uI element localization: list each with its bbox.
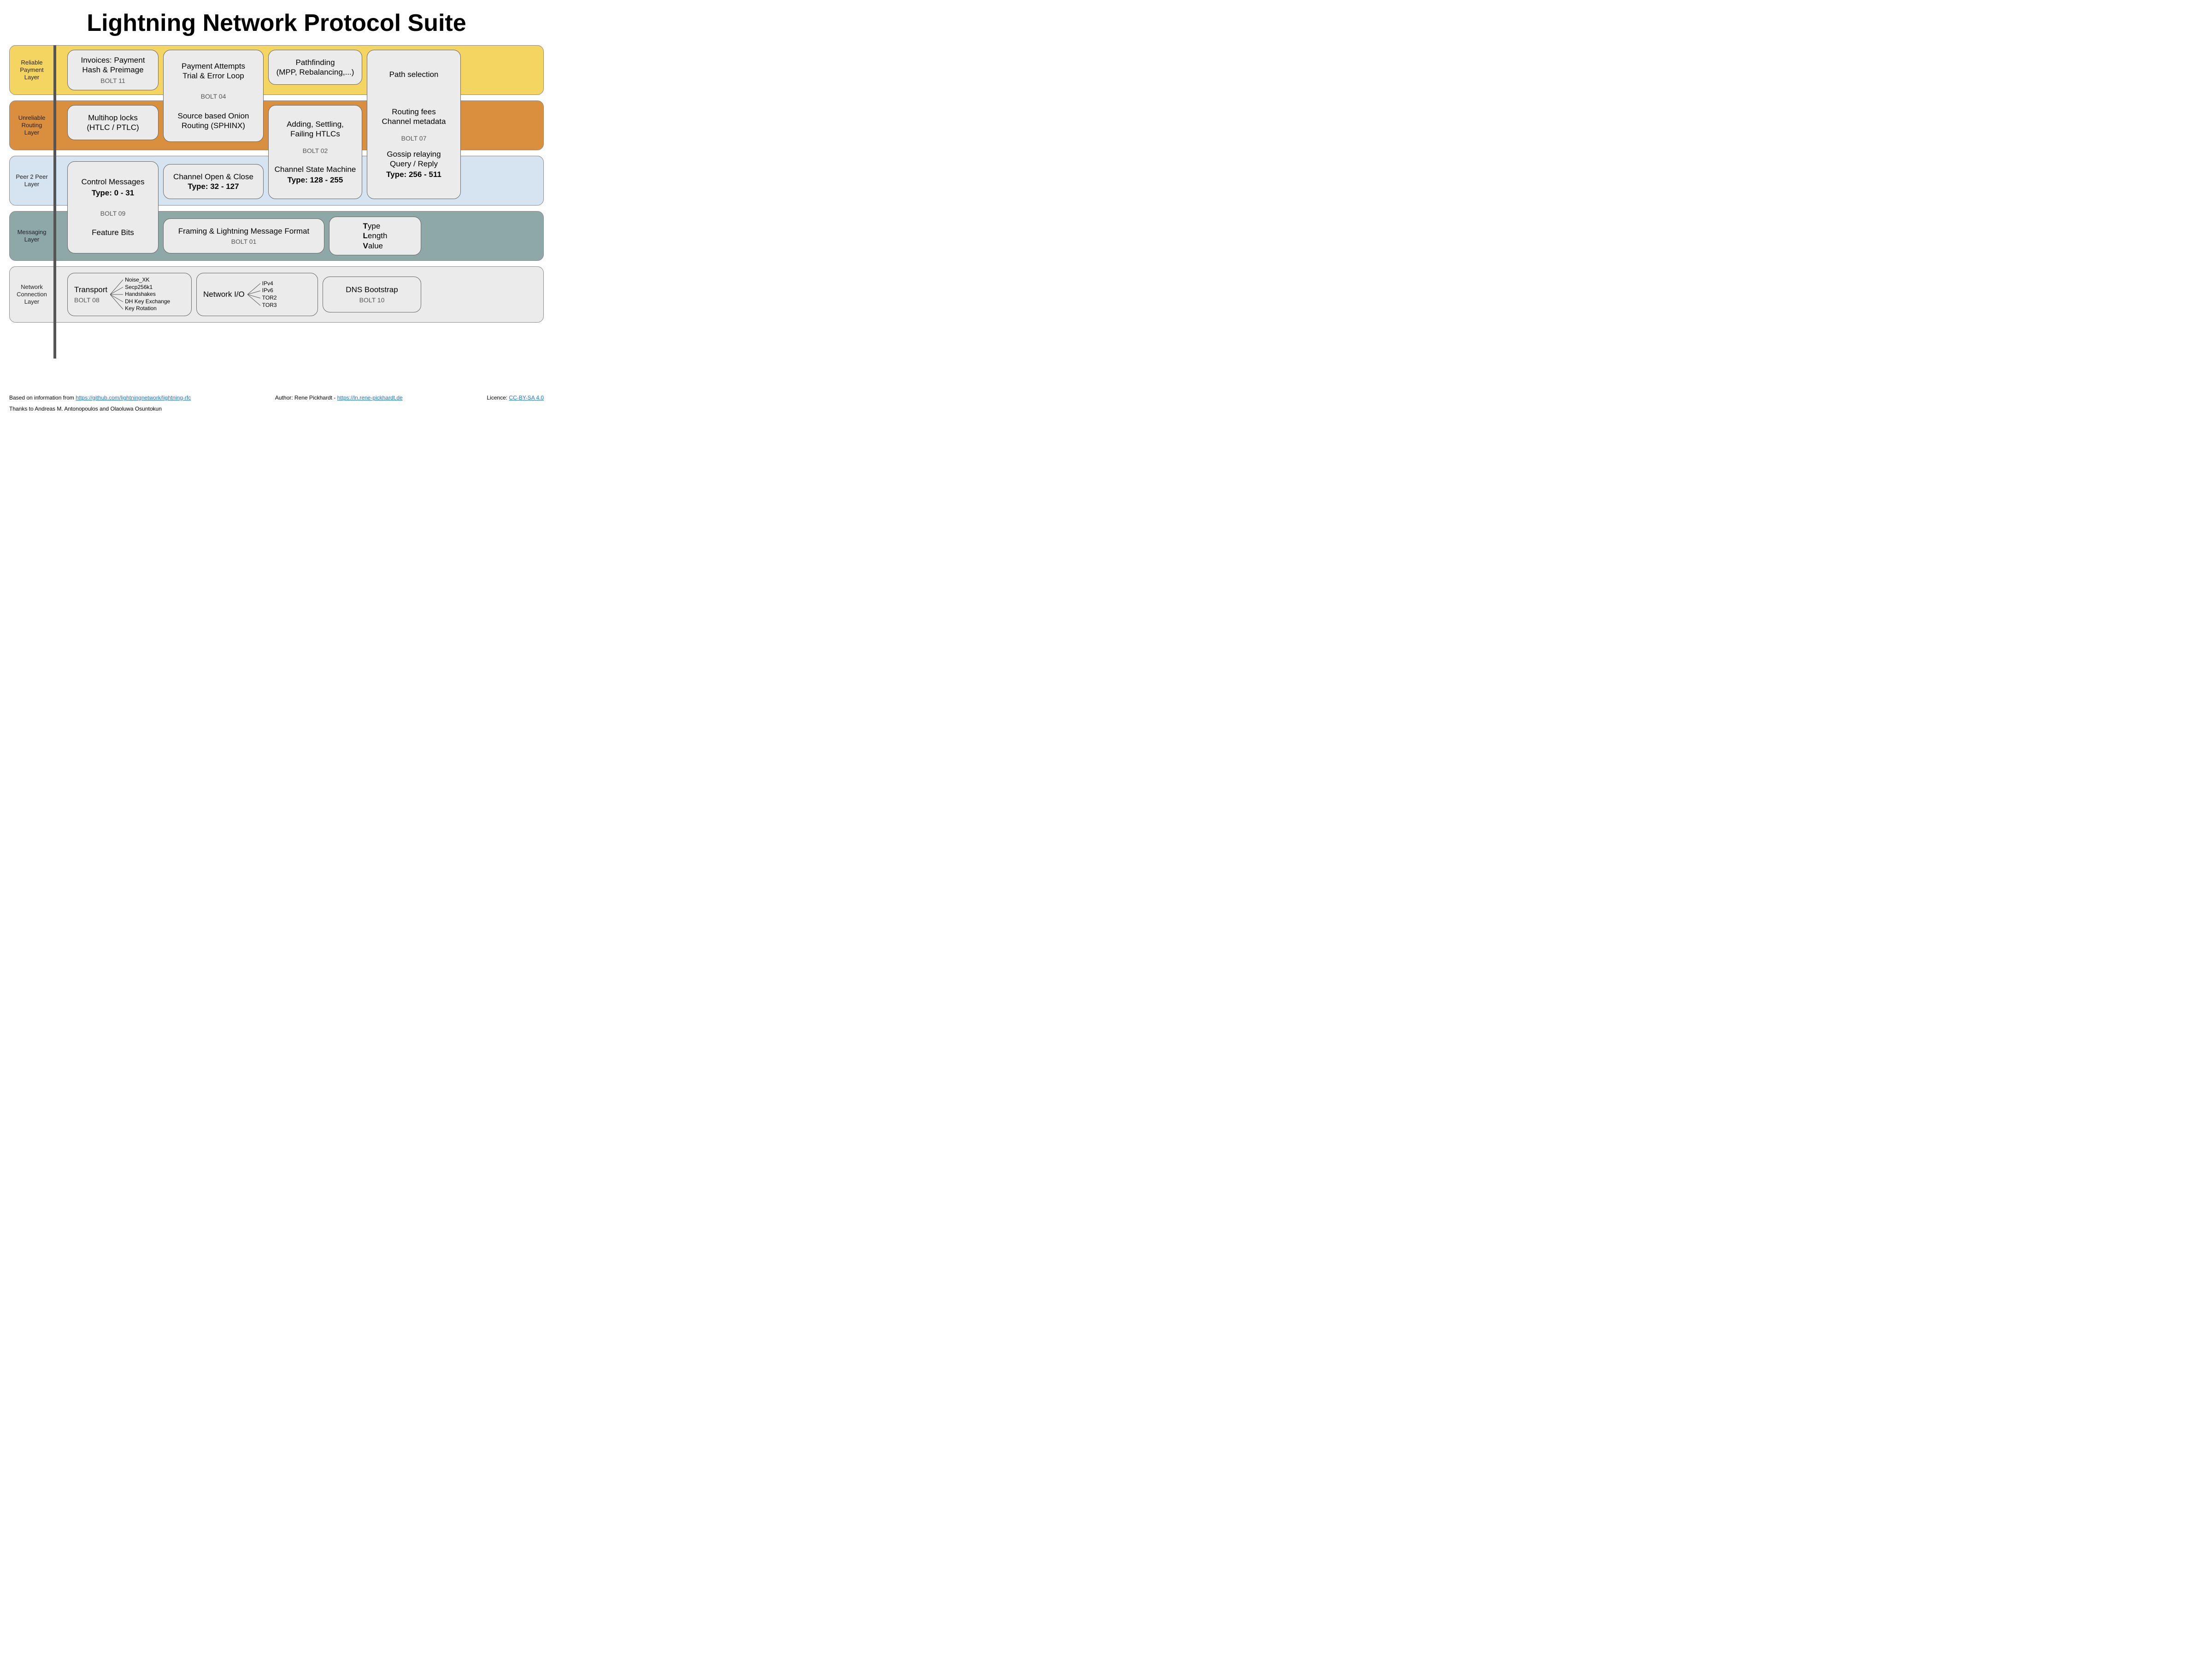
footer-licence-text: Licence: [487,394,509,401]
footer-author: Author: Rene Pickhardt - https://ln.rene… [275,394,403,401]
footer-based-link[interactable]: https://github.com/lightningnetwork/ligh… [76,394,191,401]
box-pathfinding: Pathfinding(MPP, Rebalancing,...) [268,50,362,85]
footer-based-text: Based on information from [9,394,76,401]
box-path_selection_gossip: Path selectionRouting feesChannel metada… [367,50,461,199]
footer-author-text: Author: Rene Pickhardt - [275,394,337,401]
page-title: Lightning Network Protocol Suite [0,0,553,45]
box-htlcs_channel_state: Adding, Settling,Failing HTLCsBOLT 02Cha… [268,105,362,199]
vertical-divider [53,45,56,359]
box-dns: DNS BootstrapBOLT 10 [323,276,421,312]
layer-stack: ReliablePaymentLayer UnreliableRoutingLa… [9,45,544,382]
footer-licence-link[interactable]: CC-BY-SA 4.0 [509,394,544,401]
layer-label-messaging: MessagingLayer [10,212,54,260]
box-invoices: Invoices: PaymentHash & PreimageBOLT 11 [67,50,159,90]
layer-label-network: NetworkConnectionLayer [10,267,54,322]
box-networkio: Network I/OIPv4IPv6TOR2TOR3 [196,273,318,316]
footer-based: Based on information from https://github… [9,394,191,401]
footer-thanks: Thanks to Andreas M. Antonopoulos and Ol… [9,406,544,412]
box-payment_attempts_onion: Payment AttemptsTrial & Error LoopBOLT 0… [163,50,264,142]
box-tlv: TypeLengthValue [329,217,421,255]
footer-author-link[interactable]: https://ln.rene-pickhardt.de [337,394,403,401]
layer-label-reliable: ReliablePaymentLayer [10,46,54,94]
box-framing: Framing & Lightning Message FormatBOLT 0… [163,218,324,253]
box-multihop: Multihop locks(HTLC / PTLC) [67,105,159,140]
layer-label-p2p: Peer 2 PeerLayer [10,156,54,205]
footer: Based on information from https://github… [9,394,544,412]
box-transport: TransportBOLT 08Noise_XKSecp256k1Handsha… [67,273,192,316]
layer-label-unreliable: UnreliableRoutingLayer [10,101,54,150]
footer-licence: Licence: CC-BY-SA 4.0 [487,394,544,401]
box-channel_open: Channel Open & CloseType: 32 - 127 [163,164,264,199]
box-control_feature: Control MessagesType: 0 - 31BOLT 09Featu… [67,161,159,253]
